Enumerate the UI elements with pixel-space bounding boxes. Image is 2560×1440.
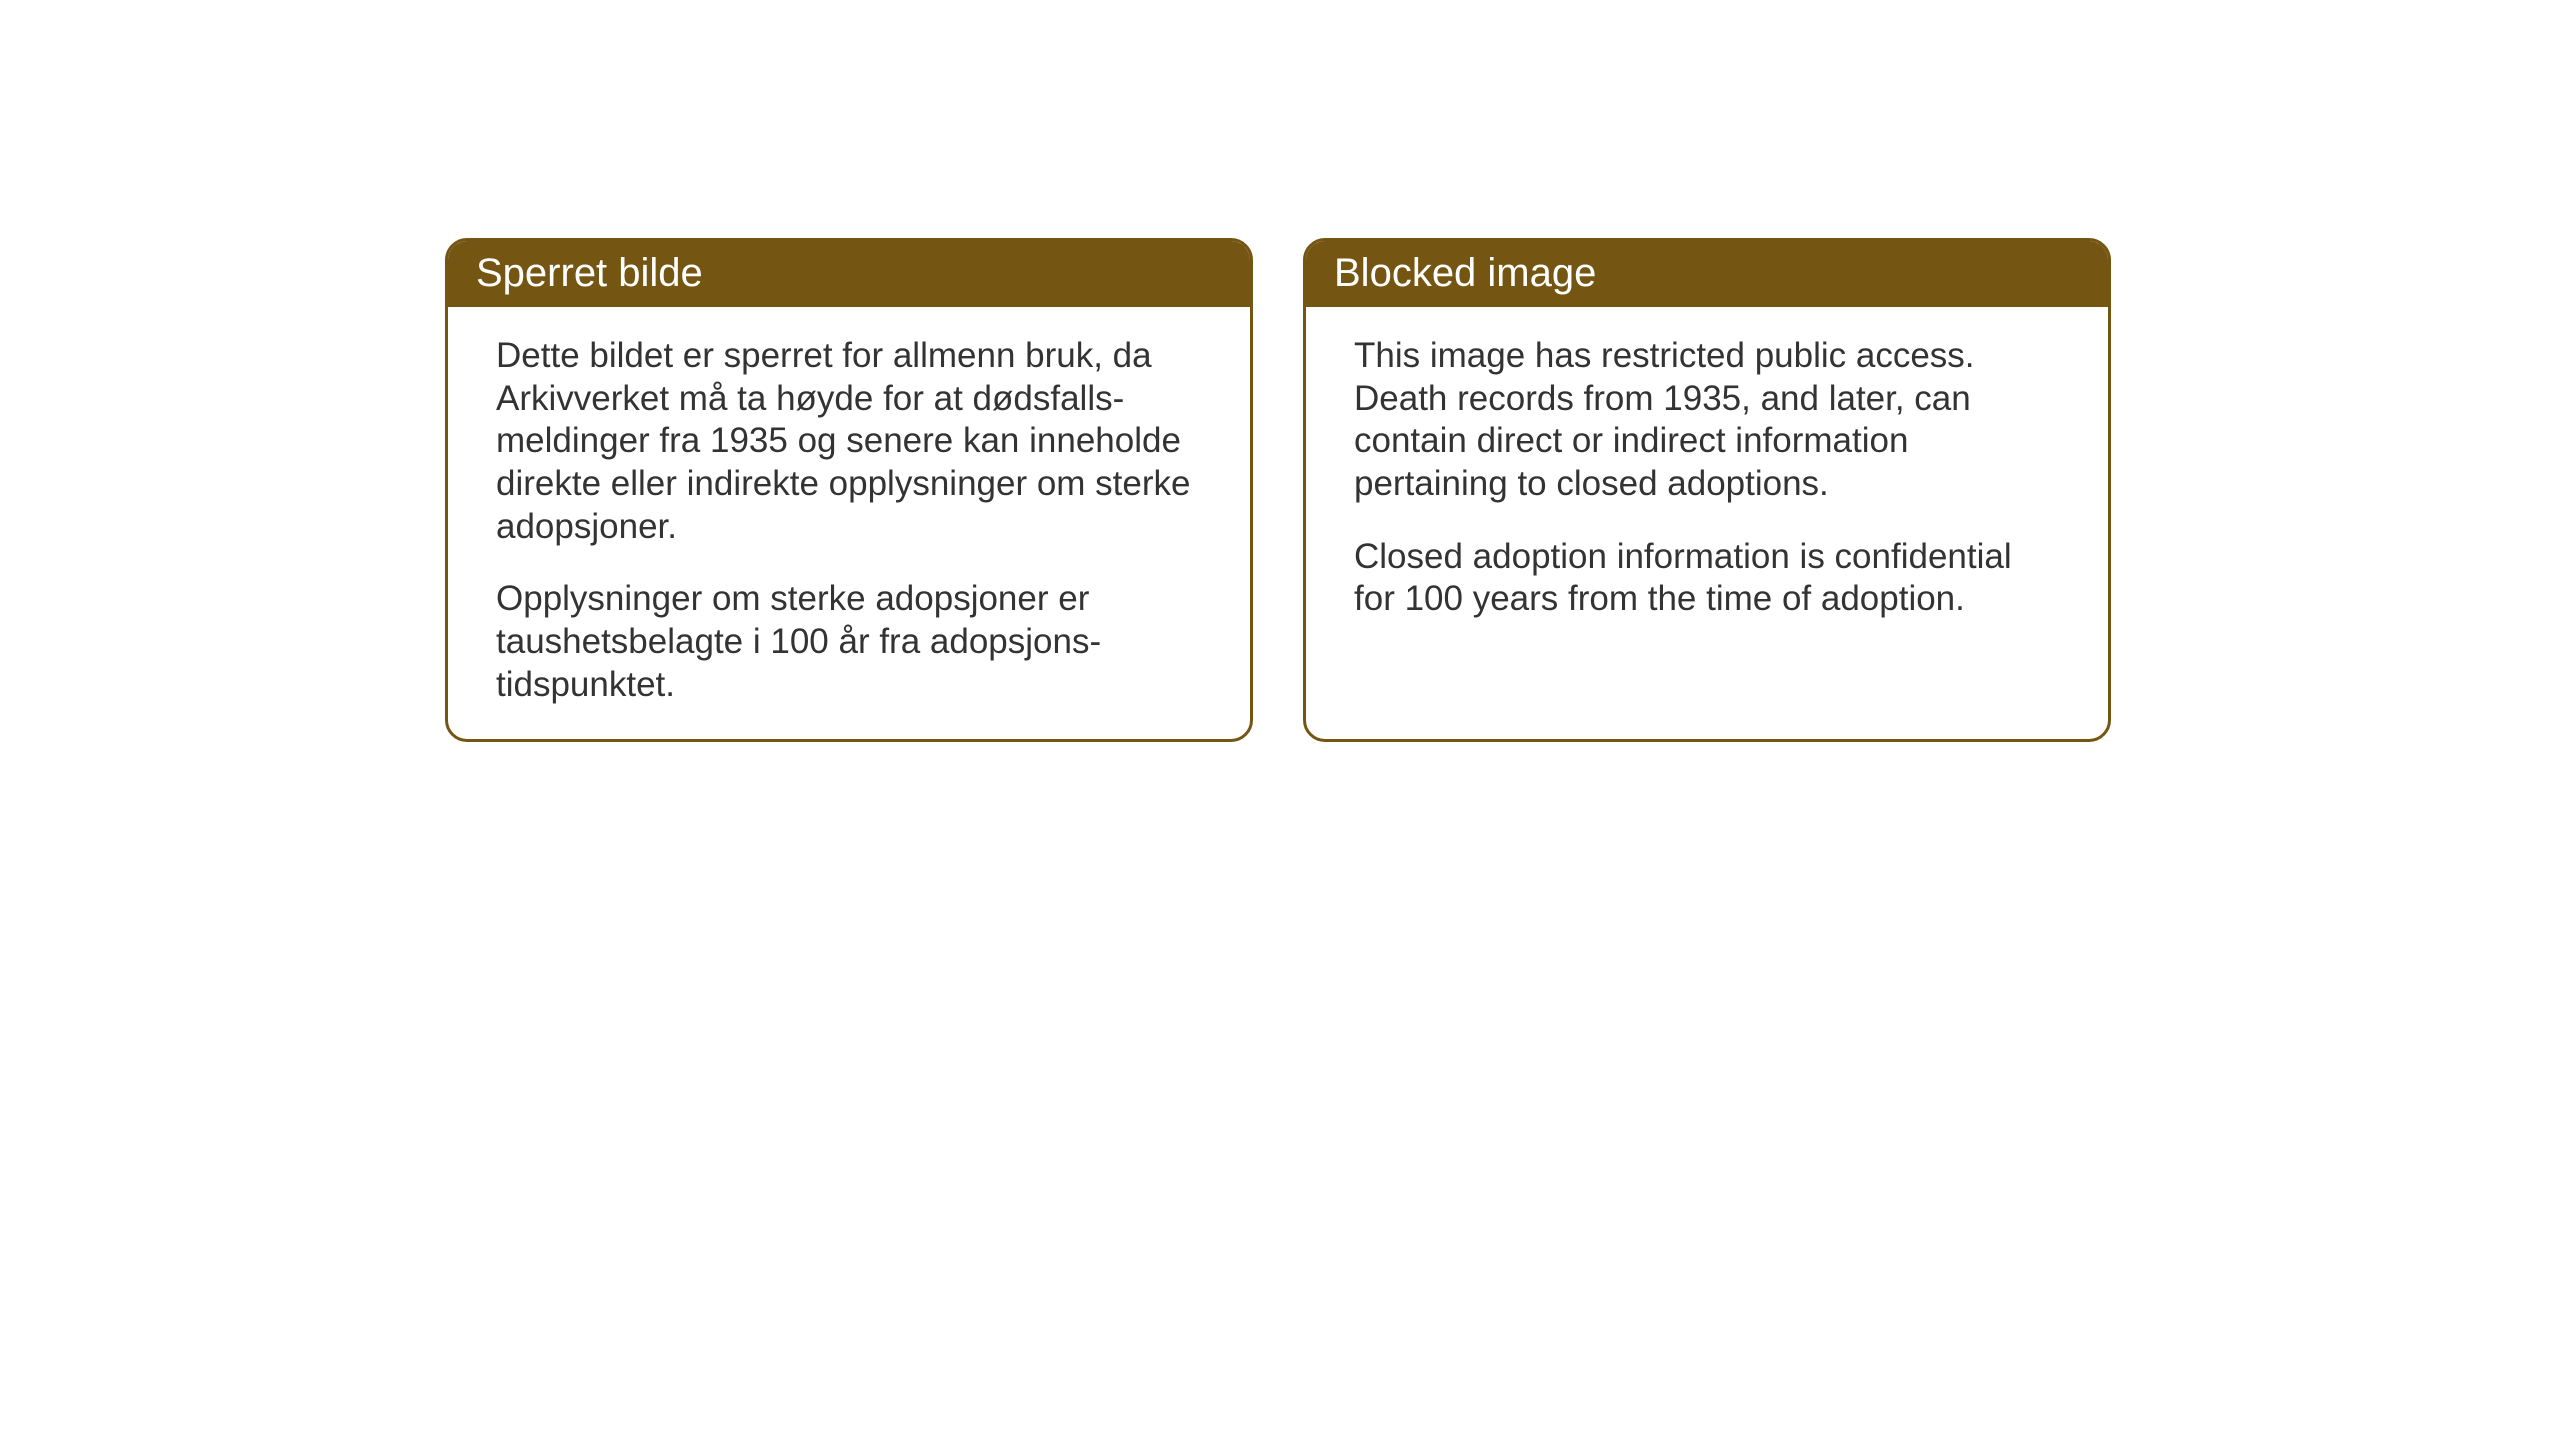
notice-container: Sperret bilde Dette bildet er sperret fo…	[445, 238, 2111, 742]
paragraph-1-norwegian: Dette bildet er sperret for allmenn bruk…	[496, 335, 1202, 548]
paragraph-2-norwegian: Opplysninger om sterke adopsjoner er tau…	[496, 578, 1202, 706]
card-body-norwegian: Dette bildet er sperret for allmenn bruk…	[448, 307, 1250, 739]
card-header-english: Blocked image	[1306, 241, 2108, 307]
notice-card-norwegian: Sperret bilde Dette bildet er sperret fo…	[445, 238, 1253, 742]
card-header-norwegian: Sperret bilde	[448, 241, 1250, 307]
card-body-english: This image has restricted public access.…	[1306, 307, 2108, 717]
paragraph-2-english: Closed adoption information is confident…	[1354, 536, 2060, 621]
paragraph-1-english: This image has restricted public access.…	[1354, 335, 2060, 506]
notice-card-english: Blocked image This image has restricted …	[1303, 238, 2111, 742]
